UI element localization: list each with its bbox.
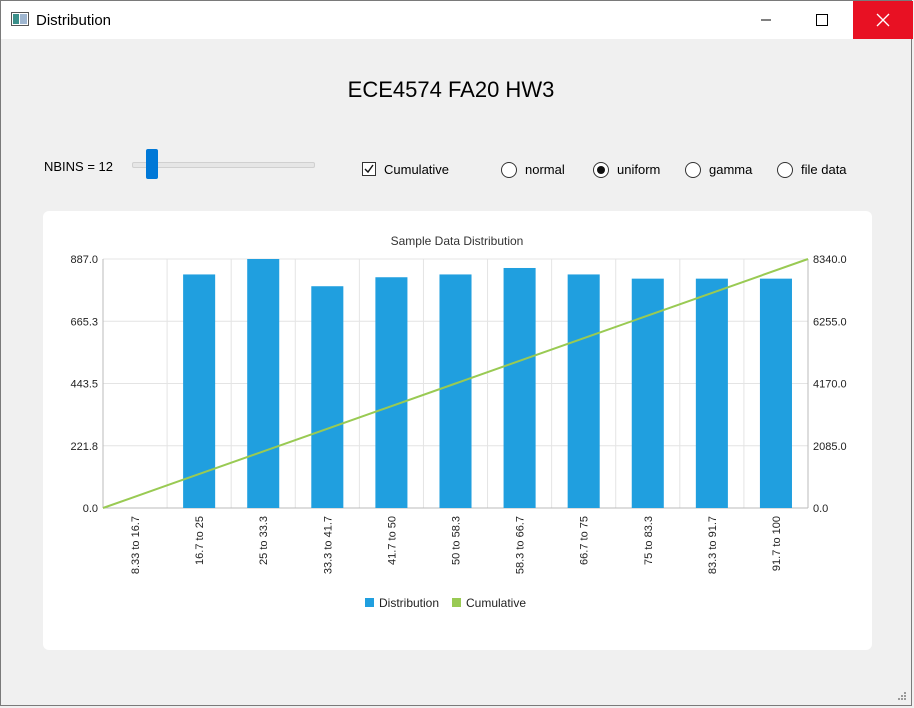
y-left-tick-label: 887.0: [70, 254, 98, 266]
y-right-tick-label: 8340.0: [813, 254, 847, 266]
radio-uniform[interactable]: [593, 162, 609, 178]
y-right-tick-label: 6255.0: [813, 316, 847, 328]
close-button[interactable]: [853, 1, 913, 39]
page-title: ECE4574 FA20 HW3: [347, 77, 555, 102]
bar: [695, 278, 728, 508]
y-left-tick-label: 221.8: [70, 441, 98, 453]
bar: [631, 278, 664, 508]
chart-panel: Sample Data Distribution 887.0 8340.0 665.3…: [43, 211, 872, 650]
bar: [439, 274, 472, 508]
bar: [503, 267, 536, 508]
maximize-icon: [816, 14, 828, 26]
radio-file-data[interactable]: [777, 162, 793, 178]
bar: [183, 274, 216, 508]
x-tick-label: 41.7 to 50: [386, 516, 398, 565]
cumulative-label[interactable]: Cumulative: [384, 162, 450, 177]
radio-selected-dot: [597, 166, 605, 174]
radio-gamma[interactable]: [685, 162, 701, 178]
bar: [375, 277, 408, 508]
legend-distribution-swatch: [365, 598, 374, 607]
cumulative-checkbox[interactable]: [362, 162, 376, 176]
x-tick-label: 83.3 to 91.7: [707, 516, 719, 574]
x-tick-label: 16.7 to 25: [194, 516, 206, 565]
y-right-tick-label: 0.0: [813, 503, 828, 515]
nbins-slider-handle[interactable]: [146, 149, 158, 179]
bar: [247, 259, 280, 508]
resize-grip-icon[interactable]: [897, 691, 907, 701]
x-tick-label: 58.3 to 66.7: [515, 516, 527, 574]
radio-normal-label[interactable]: normal: [525, 162, 565, 177]
close-icon: [876, 13, 890, 27]
y-right-tick-label: 2085.0: [813, 441, 847, 453]
legend-cumulative-label: Cumulative: [466, 596, 526, 610]
distribution-chart: Sample Data Distribution 887.0 8340.0 665.3…: [70, 234, 847, 610]
x-tick-label: 25 to 33.3: [258, 516, 270, 565]
x-tick-label: 33.3 to 41.7: [322, 516, 334, 574]
y-left-tick-label: 443.5: [70, 379, 98, 391]
minimize-button[interactable]: [743, 1, 789, 39]
window-title: Distribution: [36, 12, 112, 29]
x-tick-label: 75 to 83.3: [643, 516, 655, 565]
y-left-tick-label: 665.3: [70, 316, 98, 328]
nbins-label: NBINS = 12: [44, 159, 114, 174]
title-bar[interactable]: Distribution: [1, 1, 913, 39]
x-tick-label: 66.7 to 75: [579, 516, 591, 565]
x-tick-label: 50 to 58.3: [451, 516, 463, 565]
checkmark-icon: [364, 164, 374, 174]
radio-normal[interactable]: [501, 162, 517, 178]
legend-cumulative-swatch: [452, 598, 461, 607]
app-icon: [11, 12, 29, 26]
nbins-slider-track[interactable]: [132, 162, 315, 168]
maximize-button[interactable]: [799, 1, 845, 39]
radio-gamma-label[interactable]: gamma: [709, 162, 753, 177]
minimize-icon: [761, 19, 771, 21]
x-tick-label: 91.7 to 100: [771, 516, 783, 571]
cumulative-line: [102, 258, 809, 509]
legend-distribution-label: Distribution: [379, 596, 439, 610]
y-left-tick-label: 0.0: [83, 503, 98, 515]
chart-title: Sample Data Distribution: [391, 234, 524, 248]
radio-uniform-label[interactable]: uniform: [617, 162, 661, 177]
radio-file-data-label[interactable]: file data: [801, 162, 847, 177]
x-tick-label: 8.33 to 16.7: [130, 516, 142, 574]
bar: [759, 278, 792, 508]
y-right-tick-label: 4170.0: [813, 379, 847, 391]
bar: [567, 274, 600, 508]
bar: [311, 286, 344, 508]
